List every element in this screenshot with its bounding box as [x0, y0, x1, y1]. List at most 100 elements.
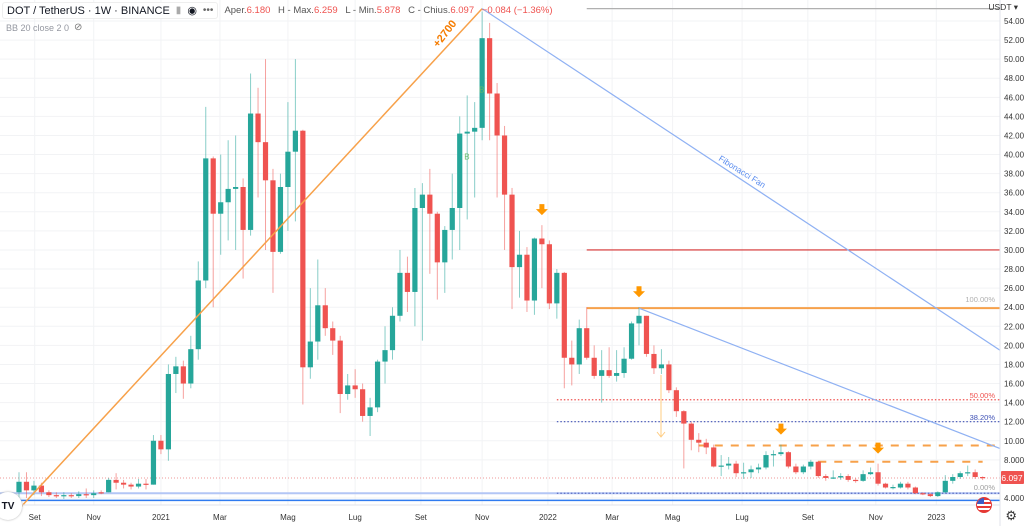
time-tick-label: Nov — [475, 513, 489, 522]
candle-body — [681, 411, 687, 424]
candle-body — [599, 370, 605, 376]
drawings[interactable]: BB — [10, 8, 1001, 518]
time-tick-label: Mar — [605, 513, 619, 522]
price-tick-label: 14.000 — [1004, 399, 1024, 408]
candle-body — [561, 272, 567, 358]
candle-body — [188, 349, 194, 384]
down-arrow-icon[interactable] — [633, 286, 646, 298]
candle-body — [763, 455, 769, 468]
fibonacci-fan-line[interactable] — [481, 8, 1001, 351]
flag-icon[interactable]: ▮ — [175, 5, 182, 16]
candle — [135, 478, 142, 489]
currency-selector[interactable]: USDT ▾ — [988, 2, 1018, 12]
candle — [539, 225, 545, 289]
candle — [920, 492, 926, 496]
candle — [621, 347, 627, 378]
candle — [61, 492, 67, 499]
more-icon[interactable]: ••• — [202, 5, 214, 16]
candle — [98, 490, 104, 495]
candle — [427, 168, 433, 274]
candle — [315, 259, 321, 360]
price-tick-label: 40.000 — [1004, 151, 1024, 160]
candle — [651, 345, 657, 374]
candle — [262, 59, 269, 250]
candle — [360, 383, 366, 422]
fib-382-label: 38.20% — [970, 413, 996, 422]
indicator-label[interactable]: BB 20 close 2 0 — [6, 22, 70, 33]
time-tick-label: Mar — [213, 513, 227, 522]
candle — [576, 319, 582, 374]
candle — [681, 410, 687, 469]
candle-body — [292, 130, 298, 152]
indicator-legend[interactable]: BB 20 close 2 0 ⊘ — [6, 22, 82, 33]
close-value: 6.097 — [450, 5, 475, 16]
settings-gear-icon[interactable]: ⚙ — [1005, 508, 1017, 523]
eye-icon[interactable]: ◉ — [187, 5, 197, 17]
candle — [120, 479, 127, 489]
down-arrow-icon[interactable] — [872, 442, 885, 454]
candle-body — [128, 484, 134, 487]
candle — [442, 226, 448, 293]
time-tick-label: Lug — [348, 513, 361, 522]
candle — [584, 307, 590, 360]
down-arrow-icon[interactable] — [774, 423, 787, 435]
time-tick-label: Mag — [665, 513, 681, 522]
horizontal-levels[interactable] — [0, 7, 1000, 502]
candle — [16, 472, 22, 500]
time-tick-label: Lug — [735, 513, 748, 522]
us-flag-icon[interactable] — [976, 497, 992, 513]
candle — [703, 438, 709, 455]
price-tick-label: 34.000 — [1004, 208, 1024, 217]
candle — [419, 183, 425, 341]
candle-body — [733, 463, 739, 474]
candle — [815, 460, 821, 478]
candle — [449, 173, 455, 260]
candle — [188, 335, 194, 389]
candle-body — [905, 483, 911, 488]
candle-body — [980, 477, 986, 479]
candle — [740, 462, 747, 479]
candle-body — [322, 305, 328, 329]
open-label: Aper. — [224, 5, 247, 16]
price-axis[interactable]: 54.000 52.000 50.000 48.000 46.000 44.000 42.0… — [1004, 17, 1024, 503]
candle-body — [666, 364, 672, 391]
price-tick-label: 24.000 — [1004, 303, 1024, 312]
candle — [457, 116, 463, 250]
symbol-title[interactable]: DOT / TetherUS · 1W · BINANCE — [7, 4, 170, 17]
time-tick-label: 2021 — [152, 513, 170, 522]
symbol-box[interactable]: DOT / TetherUS · 1W · BINANCE ▮ ◉ ••• — [2, 2, 219, 19]
price-tick-label: 16.000 — [1004, 380, 1024, 389]
down-arrow-icon[interactable] — [535, 204, 548, 216]
fibonacci-fan-line[interactable] — [638, 307, 1001, 449]
candle-body — [965, 472, 971, 474]
time-axis[interactable]: Set Nov 2021 Mar Mag Lug Set Nov 2022 Mar Mag Lug Se… — [29, 513, 946, 522]
projection-arrow-head[interactable] — [656, 431, 666, 438]
high-label: H - Max. — [278, 5, 314, 16]
price-tick-label: 42.000 — [1004, 131, 1024, 140]
candle-body — [718, 465, 724, 467]
candle — [352, 369, 358, 398]
candle — [472, 102, 478, 198]
candle — [606, 347, 612, 378]
trend-line[interactable] — [10, 8, 483, 518]
price-tick-label: 52.000 — [1004, 36, 1024, 45]
candle-body — [636, 315, 642, 324]
candle-body — [487, 38, 493, 94]
candle-body — [501, 135, 508, 195]
candle-body — [539, 238, 545, 245]
candle — [240, 178, 246, 279]
eye-hidden-icon[interactable]: ⊘ — [74, 22, 83, 33]
time-tick-label: Set — [802, 513, 815, 522]
candle — [830, 470, 836, 479]
tradingview-logo[interactable]: TV — [0, 492, 22, 520]
candle — [307, 288, 313, 379]
price-tick-label: 46.000 — [1004, 93, 1024, 102]
candle — [487, 22, 493, 141]
candle-body — [158, 440, 164, 450]
fib-0-label: 0.00% — [974, 483, 996, 492]
candle — [793, 463, 799, 475]
price-tick-label: 20.000 — [1004, 341, 1024, 350]
candle-body — [651, 353, 657, 369]
candle-body — [808, 461, 814, 467]
